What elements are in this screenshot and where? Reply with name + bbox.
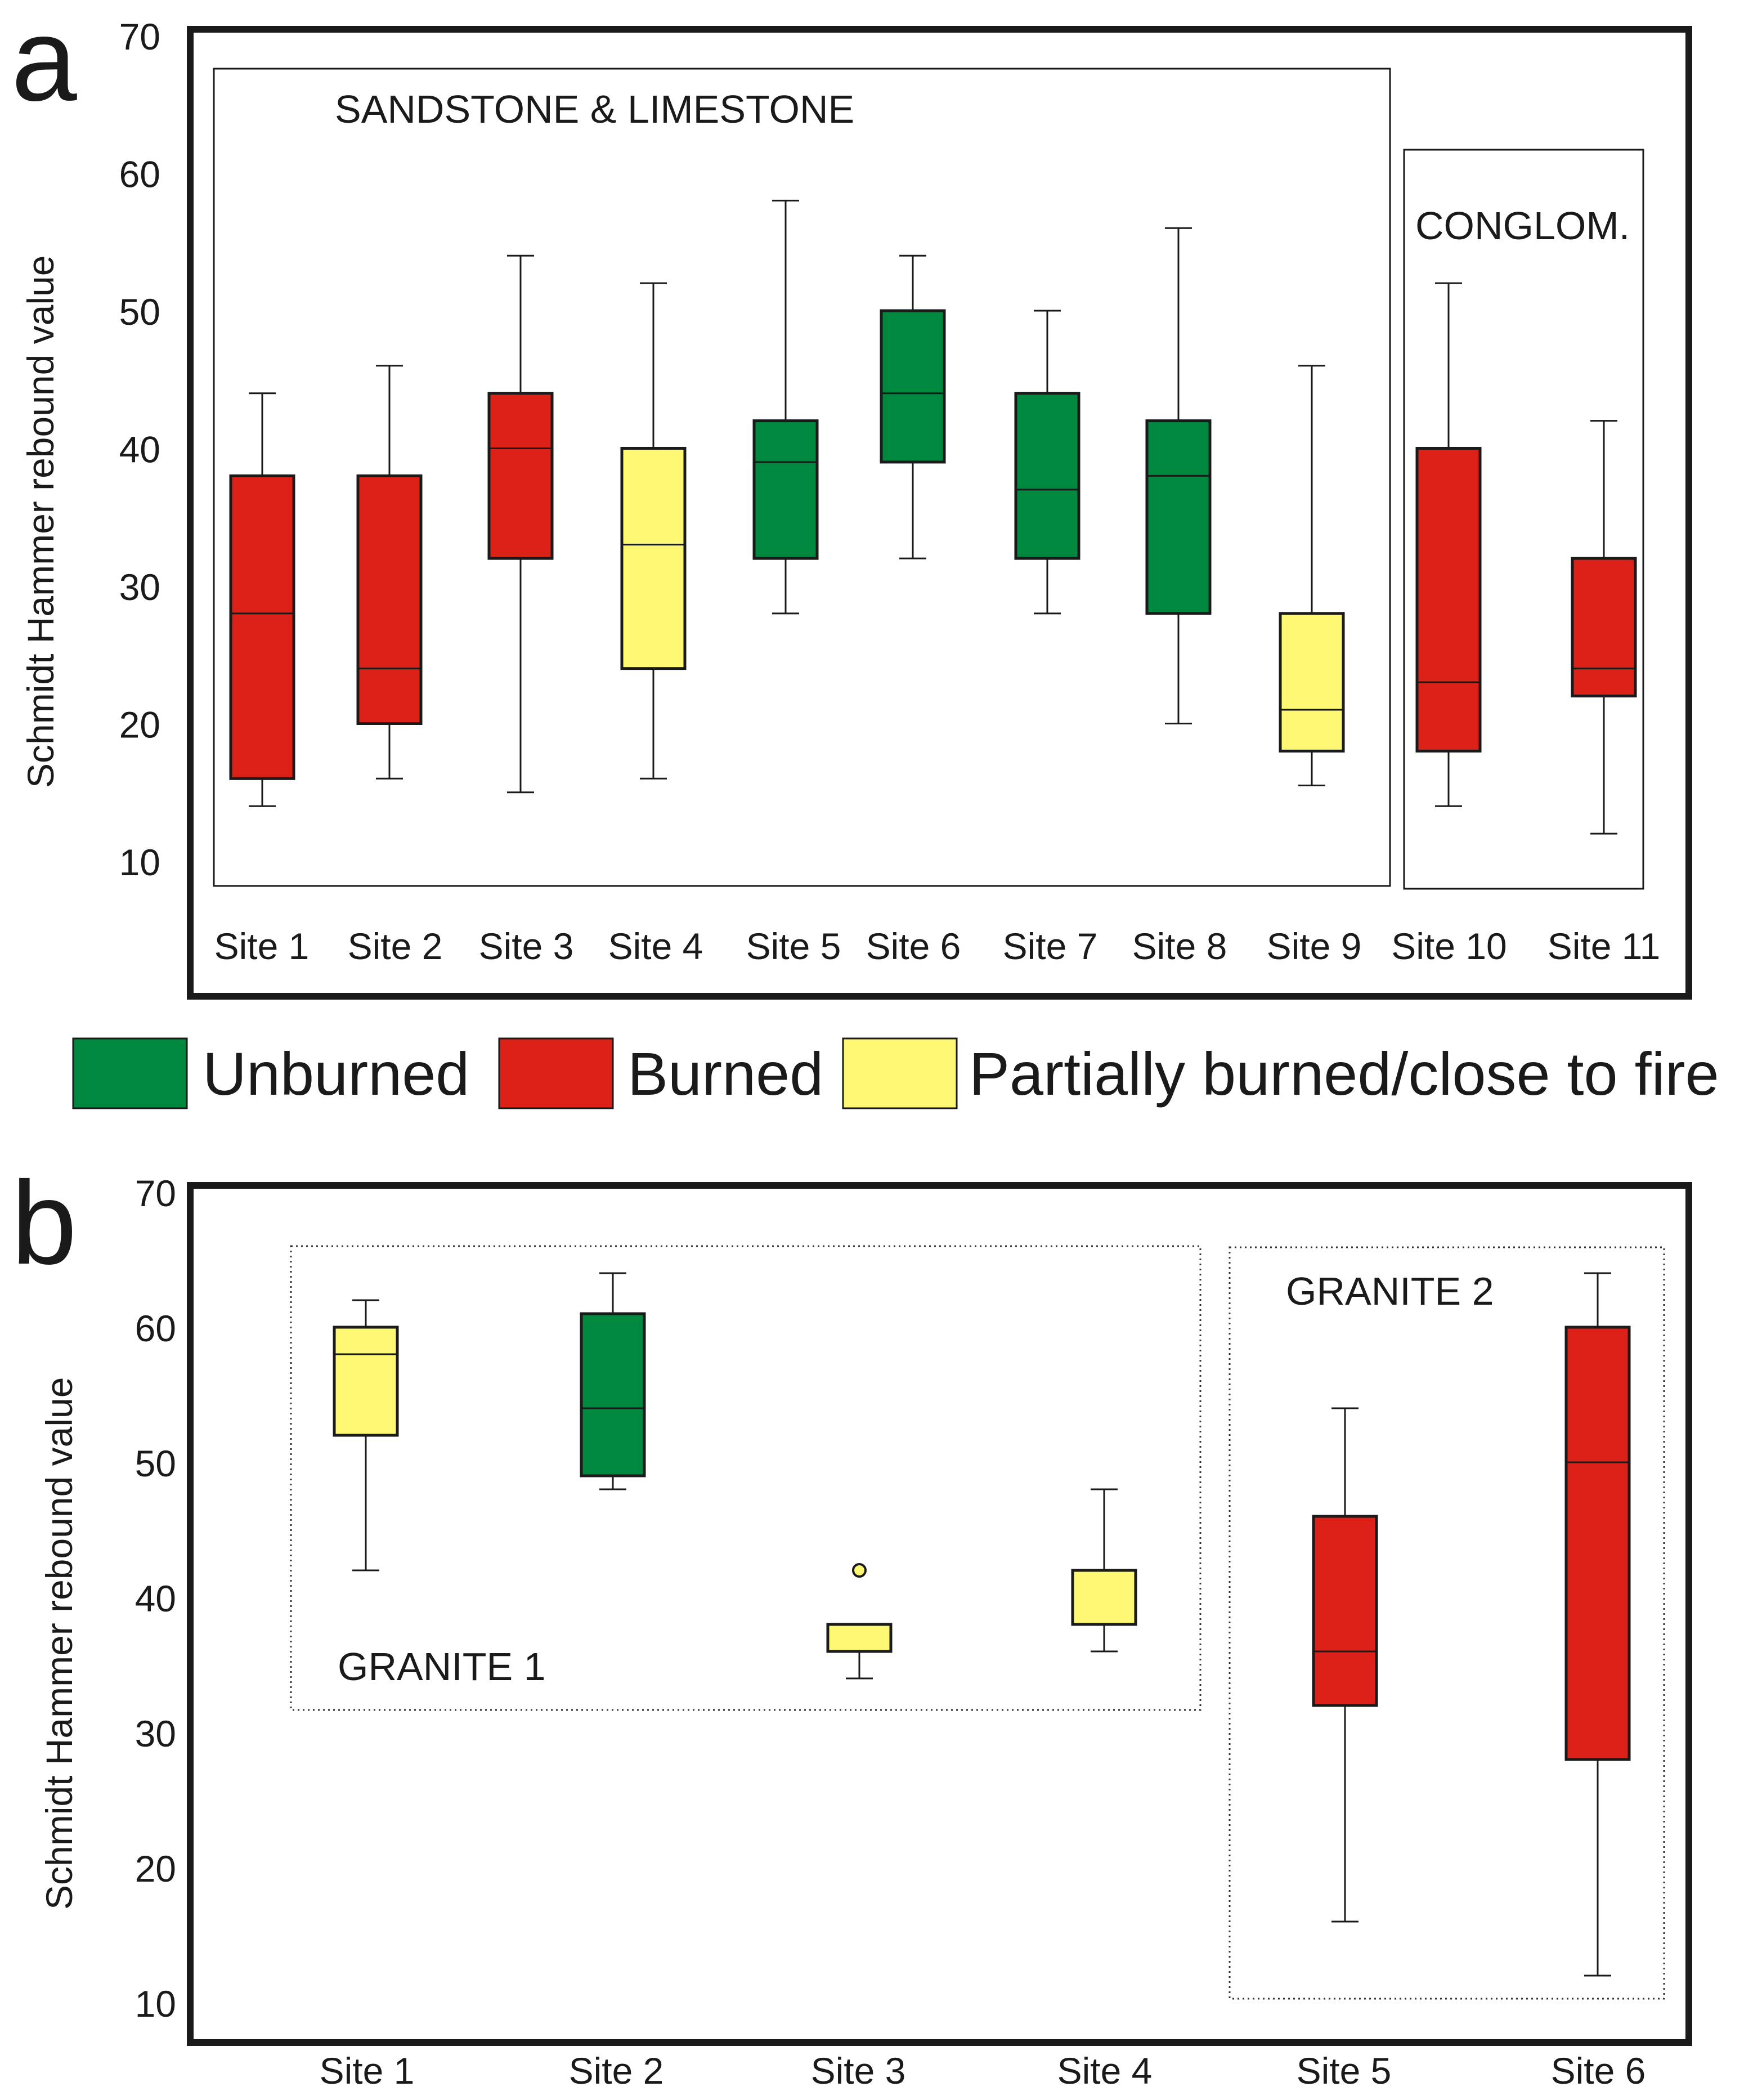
y-tick-label-a-30: 30	[119, 566, 160, 608]
panel-b-site-labels: Site 1 Site 2 Site 3 Site 4 Site 5 Site 6	[320, 2050, 1646, 2092]
box-body-a-site-3	[487, 392, 554, 560]
panel-b: b Schmidt Hammer rebound value 10 20 30 40 5…	[11, 1157, 1692, 2092]
site-label-a-site-3: Site 3	[479, 925, 574, 967]
legend-swatch-partial	[842, 1037, 958, 1109]
site-label-a-site-7: Site 7	[1003, 925, 1098, 967]
box-body-a-site-1	[229, 474, 295, 780]
box-body-b-site-6	[1564, 1326, 1631, 1761]
group-title-granite-2: GRANITE 2	[1286, 1269, 1494, 1313]
legend: Unburned Burned Partially burned/close t…	[72, 1037, 1719, 1109]
box-a-site-3	[487, 254, 554, 794]
box-a-site-7	[1014, 310, 1080, 615]
y-tick-label-a-70: 70	[119, 16, 160, 57]
panel-b-yticks: 10 20 30 40 50 60 70	[135, 1172, 176, 2025]
panel-a-frame	[187, 26, 1692, 1000]
box-a-site-6	[880, 254, 946, 559]
y-tick-label-a-50: 50	[119, 291, 160, 333]
box-a-site-9	[1279, 365, 1345, 787]
panel-a: a Schmidt Hammer rebound value 10 20 30 40 5…	[11, 0, 1692, 1000]
legend-label-burned: Burned	[627, 1040, 823, 1108]
y-tick-label-b-50: 50	[135, 1443, 176, 1484]
site-label-a-site-11: Site 11	[1548, 925, 1661, 967]
panel-b-boxes	[333, 1272, 1631, 1977]
y-tick-label-a-60: 60	[119, 154, 160, 195]
legend-swatch-burned	[498, 1037, 614, 1109]
y-tick-label-b-40: 40	[135, 1578, 176, 1619]
box-b-site-3	[826, 1563, 893, 1680]
site-label-b-site-4: Site 4	[1057, 2050, 1153, 2092]
group-box-granite-1	[290, 1245, 1201, 1711]
panel-a-yticks: 10 20 30 40 50 60 70	[119, 16, 160, 883]
y-tick-label-b-10: 10	[135, 1983, 176, 2025]
box-body-a-site-6	[880, 309, 946, 464]
site-label-a-site-4: Site 4	[608, 925, 703, 967]
box-a-site-11	[1571, 420, 1637, 835]
site-label-a-site-6: Site 6	[866, 925, 961, 967]
site-label-b-site-3: Site 3	[811, 2050, 906, 2092]
panel-a-site-labels: Site 1 Site 2 Site 3 Site 4 Site 5 Site 6 Site…	[214, 925, 1661, 967]
box-body-b-site-4	[1071, 1569, 1137, 1626]
site-label-b-site-2: Site 2	[569, 2050, 664, 2092]
box-a-site-4	[620, 282, 687, 780]
group-title-sandstone: SANDSTONE & LIMESTONE	[335, 87, 854, 131]
y-tick-label-a-10: 10	[119, 841, 160, 883]
box-body-b-site-2	[580, 1312, 646, 1477]
site-label-b-site-1: Site 1	[320, 2050, 415, 2092]
box-a-site-1	[229, 392, 295, 807]
box-b-site-4	[1071, 1488, 1137, 1653]
site-label-b-site-5: Site 5	[1297, 2050, 1392, 2092]
y-tick-label-b-30: 30	[135, 1713, 176, 1754]
box-a-site-8	[1145, 227, 1212, 724]
box-b-site-5	[1312, 1407, 1378, 1923]
box-body-a-site-8	[1145, 419, 1212, 615]
box-body-a-site-7	[1014, 392, 1080, 560]
group-box-sandstone	[213, 68, 1391, 887]
box-body-a-site-10	[1415, 447, 1482, 753]
panel-a-boxes	[229, 199, 1637, 835]
legend-label-partial: Partially burned/close to fire	[969, 1040, 1719, 1108]
box-b-site-6	[1564, 1272, 1631, 1977]
site-label-a-site-10: Site 10	[1391, 925, 1507, 967]
box-body-a-site-2	[356, 474, 423, 726]
box-body-a-site-4	[620, 447, 687, 670]
panel-b-letter: b	[11, 1157, 77, 1289]
panel-a-ylabel: Schmidt Hammer rebound value	[20, 256, 61, 788]
box-body-a-site-5	[752, 419, 819, 560]
box-b-site-1	[333, 1299, 399, 1571]
box-body-a-site-9	[1279, 612, 1345, 753]
group-box-conglom	[1403, 149, 1644, 890]
box-b-site-2	[580, 1272, 646, 1490]
box-a-site-10	[1415, 282, 1482, 807]
panel-b-frame	[187, 1182, 1692, 2046]
panel-b-ylabel: Schmidt Hammer rebound value	[38, 1377, 80, 1910]
site-label-a-site-1: Site 1	[214, 925, 310, 967]
box-a-site-2	[356, 365, 423, 780]
y-tick-label-b-20: 20	[135, 1848, 176, 1889]
box-body-b-site-1	[333, 1326, 399, 1437]
group-title-granite-1: GRANITE 1	[338, 1645, 546, 1689]
site-label-a-site-5: Site 5	[746, 925, 841, 967]
legend-label-unburned: Unburned	[203, 1040, 469, 1108]
legend-swatch-unburned	[72, 1037, 188, 1109]
box-a-site-5	[752, 199, 819, 615]
y-tick-label-a-20: 20	[119, 704, 160, 746]
site-label-a-site-2: Site 2	[348, 925, 443, 967]
group-box-granite-2	[1229, 1246, 1665, 2000]
box-body-b-site-5	[1312, 1515, 1378, 1707]
outlier-b-site-3-0	[852, 1563, 867, 1578]
y-tick-label-b-60: 60	[135, 1308, 176, 1349]
group-title-conglom: CONGLOM.	[1415, 204, 1630, 248]
box-body-b-site-3	[826, 1623, 893, 1653]
box-body-a-site-11	[1571, 557, 1637, 698]
site-label-a-site-8: Site 8	[1132, 925, 1227, 967]
site-label-b-site-6: Site 6	[1551, 2050, 1646, 2092]
y-tick-label-b-70: 70	[135, 1172, 176, 1214]
site-label-a-site-9: Site 9	[1267, 925, 1362, 967]
panel-a-letter: a	[11, 0, 77, 126]
y-tick-label-a-40: 40	[119, 429, 160, 471]
